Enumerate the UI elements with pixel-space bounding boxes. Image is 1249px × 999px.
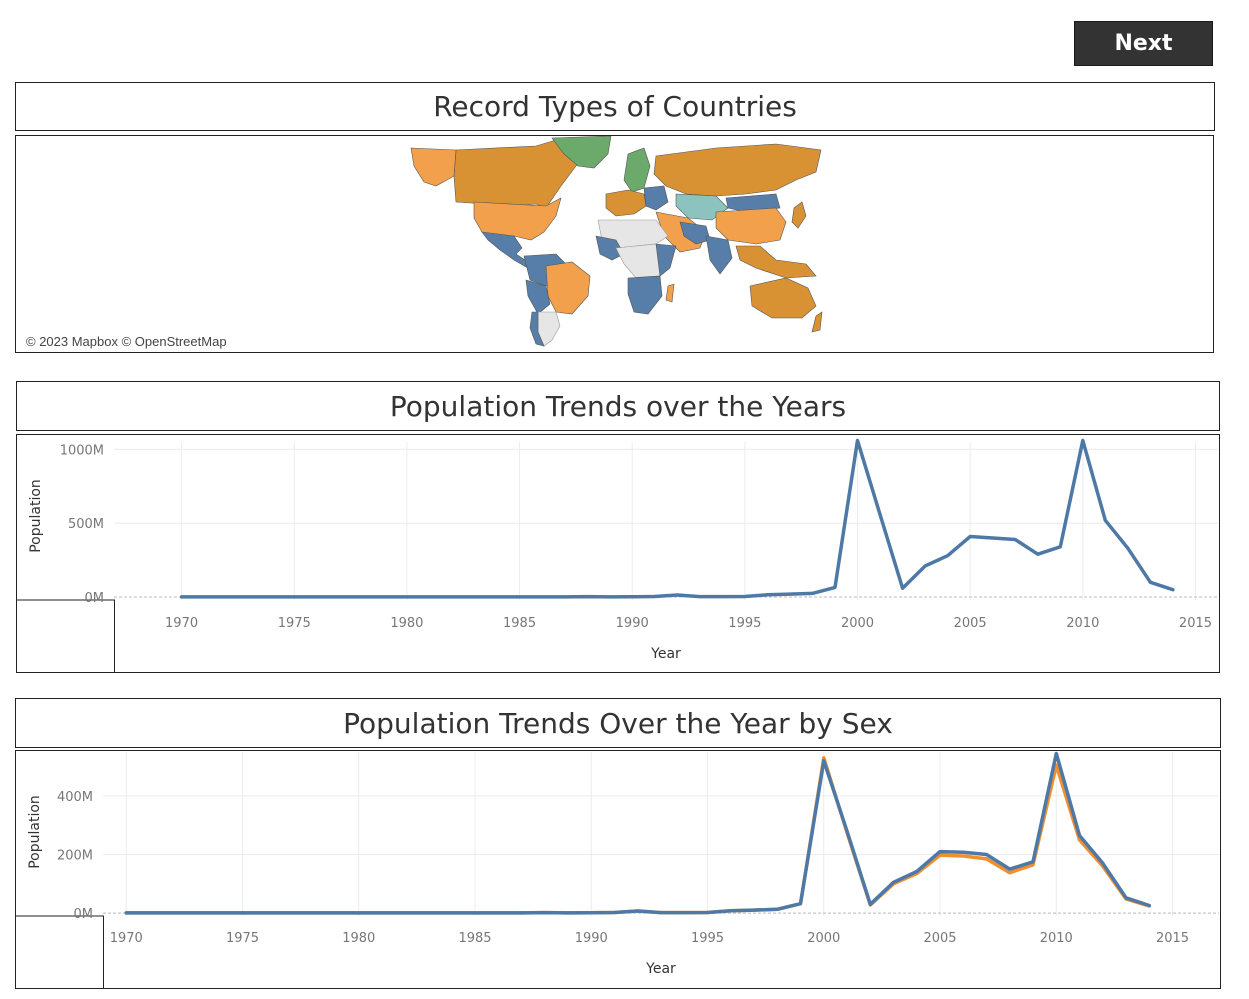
map-region-kazakhstan[interactable]	[675, 193, 729, 221]
y-tick-label: 1000M	[60, 443, 104, 458]
map-region-west-africa[interactable]	[595, 235, 625, 261]
x-axis-title: Year	[645, 961, 676, 977]
y-tick-label: 400M	[57, 790, 93, 805]
y-tick-label: 0M	[85, 591, 105, 606]
series-line-0[interactable]	[179, 438, 1175, 599]
map-region-se-asia[interactable]	[735, 245, 817, 279]
x-tick-label: 2000	[807, 931, 840, 946]
chart2-title: Population Trends Over the Year by Sex	[15, 698, 1221, 748]
map-region-europe-west[interactable]	[605, 189, 647, 217]
x-tick-label: 2005	[923, 931, 956, 946]
corner-box	[15, 915, 104, 989]
x-tick-label: 1980	[390, 616, 423, 631]
chart2-svg: 0M 200M 400M 1970 1975 1980 1985 1990 1995 2000 20…	[15, 750, 1221, 989]
chart1-svg: 0M 500M 1000M 1970 1975 1980 1985 1990 1995 2000 2…	[16, 434, 1220, 673]
map-region-peru[interactable]	[525, 279, 551, 315]
chart-frame	[15, 750, 1221, 989]
map-region-china[interactable]	[715, 207, 787, 245]
world-map-panel[interactable]: © 2023 Mapbox © OpenStreetMap	[15, 135, 1214, 353]
y-tick-label: 0M	[74, 907, 94, 922]
x-tick-label: 2010	[1066, 616, 1099, 631]
x-tick-label: 1995	[728, 616, 761, 631]
x-tick-label: 1970	[110, 931, 143, 946]
x-tick-label: 1990	[616, 616, 649, 631]
map-region-iran[interactable]	[679, 221, 711, 245]
x-tick-label: 2005	[954, 616, 987, 631]
x-tick-label: 1985	[458, 931, 491, 946]
map-region-europe-east[interactable]	[643, 185, 669, 211]
x-tick-label: 2010	[1040, 931, 1073, 946]
y-axis-title: Population	[27, 795, 43, 869]
x-tick-label: 2000	[841, 616, 874, 631]
map-region-usa[interactable]	[473, 197, 562, 241]
x-tick-label: 1990	[575, 931, 608, 946]
x-tick-label: 1980	[342, 931, 375, 946]
map-region-east-africa[interactable]	[655, 243, 677, 277]
map-region-greenland[interactable]	[551, 135, 612, 169]
x-tick-label: 1985	[503, 616, 536, 631]
map-region-new-zealand[interactable]	[811, 311, 823, 333]
chart1-title: Population Trends over the Years	[16, 381, 1220, 431]
series-line-1[interactable]	[124, 751, 1152, 915]
x-axis-title: Year	[650, 646, 681, 662]
map-credit: © 2023 Mapbox © OpenStreetMap	[22, 333, 231, 350]
map-region-madagascar[interactable]	[665, 283, 675, 303]
map-title: Record Types of Countries	[15, 82, 1215, 131]
map-region-japan[interactable]	[791, 201, 807, 229]
y-tick-label: 500M	[68, 517, 104, 532]
x-tick-label: 1975	[278, 616, 311, 631]
map-region-southern-africa[interactable]	[627, 275, 663, 315]
y-axis-title: Population	[28, 479, 44, 553]
world-map[interactable]	[16, 135, 1213, 352]
y-tick-label: 200M	[57, 849, 93, 864]
x-tick-label: 1995	[691, 931, 724, 946]
map-region-india[interactable]	[705, 235, 733, 275]
map-region-brazil[interactable]	[545, 261, 591, 315]
x-tick-label: 1970	[165, 616, 198, 631]
chart-frame	[16, 434, 1220, 673]
map-region-alaska[interactable]	[410, 147, 457, 187]
x-tick-label: 2015	[1156, 931, 1189, 946]
x-tick-label: 2015	[1179, 616, 1212, 631]
map-region-chile[interactable]	[529, 311, 545, 347]
map-region-scandinavia[interactable]	[623, 147, 651, 193]
x-tick-label: 1975	[226, 931, 259, 946]
corner-box	[16, 599, 115, 673]
map-region-australia[interactable]	[749, 277, 817, 319]
next-button[interactable]: Next	[1074, 21, 1213, 66]
map-region-russia[interactable]	[653, 143, 822, 197]
